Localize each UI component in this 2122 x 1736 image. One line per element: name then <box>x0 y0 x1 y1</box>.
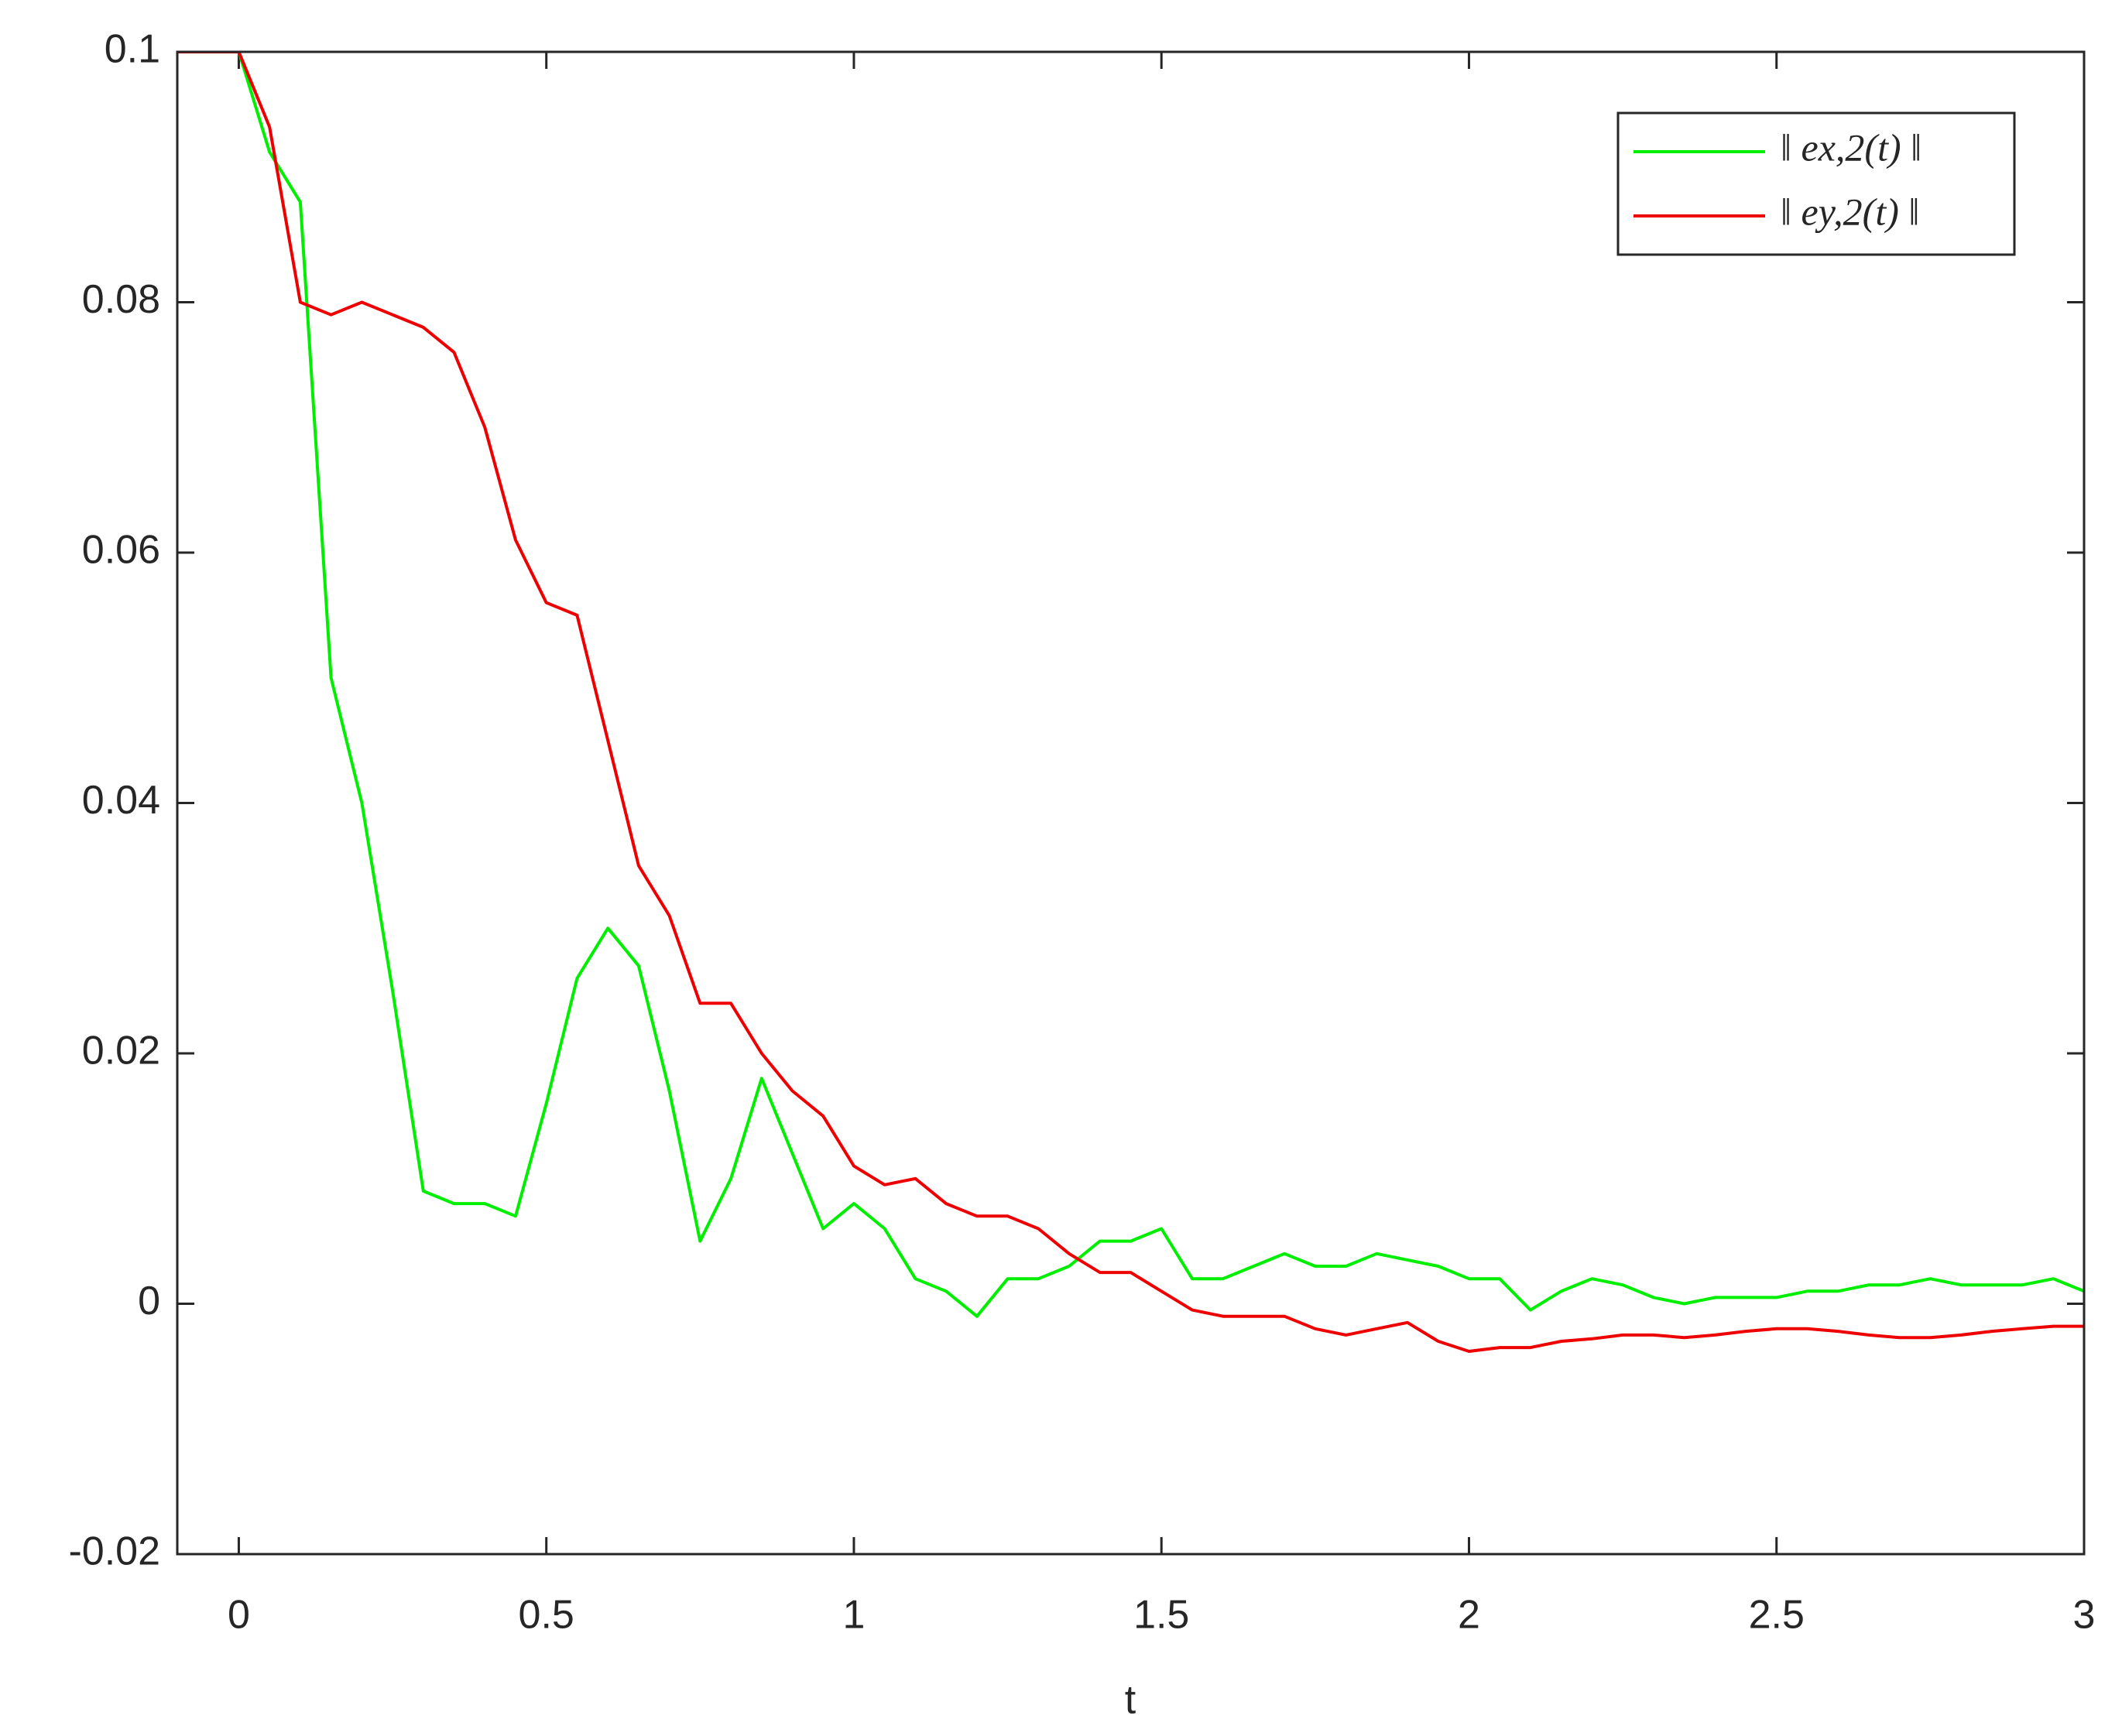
x-tick-label: 2 <box>1458 1593 1480 1638</box>
y-tick-label: 0.06 <box>82 528 160 573</box>
x-axis-label: t <box>1125 1678 1136 1723</box>
x-tick-label: 1.5 <box>1133 1593 1189 1638</box>
legend-label: ‖ ey,2(t) ‖ <box>1781 190 1919 233</box>
y-tick-label: 0.08 <box>82 277 160 322</box>
series-line <box>177 52 2084 1318</box>
legend-label: ‖ ex,2(t) ‖ <box>1781 125 1921 169</box>
y-tick-label: -0.02 <box>68 1529 160 1574</box>
y-tick-label: 0.02 <box>82 1029 160 1073</box>
x-tick-label: 0 <box>228 1593 250 1638</box>
plot-frame <box>176 50 2086 1556</box>
y-tick-label: 0 <box>138 1279 160 1323</box>
series-line <box>177 52 2084 1353</box>
x-tick-label: 0.5 <box>519 1593 574 1638</box>
x-tick-label: 2.5 <box>1749 1593 1805 1638</box>
y-tick-label: 0.04 <box>82 778 160 823</box>
legend-box <box>1616 111 2016 256</box>
y-tick-label: 0.1 <box>105 27 160 72</box>
x-tick-label: 3 <box>2073 1593 2096 1638</box>
x-tick-label: 1 <box>843 1593 866 1638</box>
